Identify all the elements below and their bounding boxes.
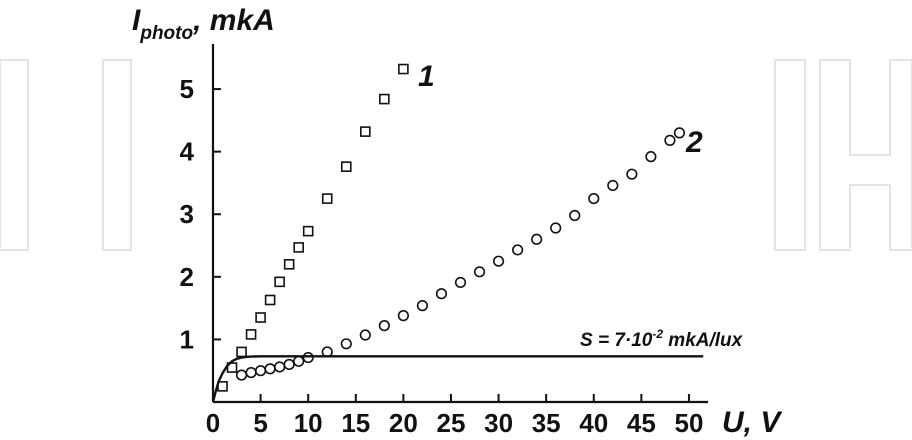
x-tick-label: 35 [532, 408, 561, 438]
series-label-2: 2 [685, 126, 703, 159]
y-tick-label: 1 [180, 324, 194, 354]
circle-point [588, 192, 600, 205]
circle-point [416, 300, 429, 312]
circle-point [264, 363, 276, 375]
circle-point [274, 361, 286, 373]
x-tick-label: 40 [579, 408, 608, 438]
square-point [264, 294, 276, 306]
y-tick-label: 4 [180, 137, 195, 167]
square-point [398, 63, 409, 75]
circle-point [283, 358, 295, 371]
square-point [245, 329, 257, 340]
circle-point [454, 276, 467, 289]
square-point [321, 193, 333, 204]
x-tick-label: 15 [341, 408, 370, 438]
square-point [283, 259, 295, 270]
circle-point [645, 151, 657, 163]
square-point [379, 93, 390, 105]
y-tick-label: 5 [180, 74, 194, 104]
circle-point [302, 351, 314, 364]
circle-point [550, 222, 562, 234]
sensitivity-annotation: S = 7·10-2 mkA/lux [580, 327, 744, 351]
circle-point [378, 320, 390, 332]
circle-point [340, 338, 352, 350]
square-point [293, 242, 304, 253]
sensitivity-line [211, 355, 704, 403]
x-tick-label: 0 [206, 408, 220, 438]
circle-point [673, 127, 686, 139]
circle-point [359, 329, 371, 341]
circle-point [512, 244, 524, 256]
y-tick-label: 2 [180, 262, 194, 292]
circle-point [492, 255, 505, 267]
circle-point [435, 288, 448, 300]
x-tick-label: 5 [253, 408, 267, 438]
circle-point [531, 233, 543, 245]
x-tick-label: 20 [389, 408, 418, 438]
square-point [274, 276, 285, 288]
series-1 [217, 63, 409, 392]
x-tick-label: 25 [437, 408, 466, 438]
circle-point [245, 366, 257, 379]
x-axis-label: U, V [722, 406, 783, 439]
x-tick-label: 30 [484, 408, 513, 438]
y-tick-label: 3 [180, 199, 194, 229]
square-point [360, 126, 371, 137]
circle-point [607, 179, 619, 192]
x-tick-label: 50 [675, 408, 704, 438]
circle-point [397, 310, 409, 322]
circle-point [254, 365, 267, 377]
square-point [302, 225, 314, 237]
circle-point [293, 355, 305, 367]
square-point [236, 346, 247, 358]
y-axis-label: Iphoto, mkA [132, 4, 275, 44]
circle-point [235, 369, 248, 381]
circle-point [569, 209, 581, 222]
square-point [340, 161, 352, 172]
circle-point [626, 168, 638, 180]
square-point [226, 362, 238, 373]
circle-point [473, 266, 486, 278]
series-label-1: 1 [418, 60, 435, 93]
x-tick-label: 10 [294, 408, 323, 438]
series-3 [211, 355, 704, 403]
watermark [0, 59, 912, 251]
series-2 [235, 127, 686, 381]
series-layer [211, 63, 704, 403]
circle-point [664, 134, 676, 146]
x-tick-label: 45 [627, 408, 656, 438]
square-point [255, 312, 266, 323]
